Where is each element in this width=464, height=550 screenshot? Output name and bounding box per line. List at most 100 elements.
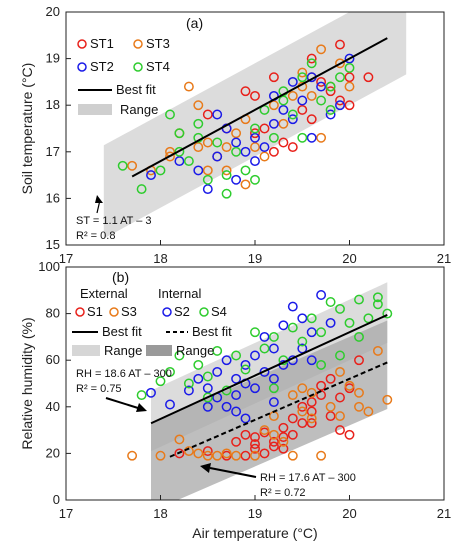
data-point-s2 (259, 366, 270, 377)
data-point-s3 (335, 411, 345, 422)
legend-marker-st2 (77, 62, 87, 72)
data-point-st4 (221, 170, 232, 181)
data-point-st4 (165, 109, 175, 120)
data-point-st3 (250, 142, 260, 153)
data-point-s3 (287, 390, 298, 401)
legend-marker-s2 (162, 307, 172, 317)
data-point-s4 (202, 392, 213, 403)
data-point-st4 (155, 165, 166, 176)
data-point-st3 (183, 81, 194, 92)
data-point-st3 (193, 100, 204, 111)
data-point-s3 (268, 429, 279, 440)
data-point-st2 (268, 118, 279, 129)
data-point-s1 (240, 429, 251, 440)
y-tick-label: 18 (46, 97, 60, 112)
data-point-st1 (335, 95, 345, 106)
data-point-st3 (127, 160, 138, 171)
annotation-arrowhead-1 (136, 403, 147, 412)
data-point-s2 (297, 313, 308, 324)
data-point-s1 (344, 429, 355, 440)
data-point-st2 (250, 132, 260, 143)
data-point-s4 (287, 322, 298, 333)
data-point-s2 (202, 401, 213, 412)
data-point-s1 (278, 443, 289, 454)
data-point-st1 (250, 90, 260, 101)
legend: External Internal S1 S3 S2 S4 Best fit B… (72, 286, 232, 358)
data-point-st2 (212, 109, 223, 120)
data-point-s4 (155, 376, 166, 387)
data-point-s4 (202, 371, 213, 382)
data-point-s2 (306, 355, 317, 366)
data-point-s1 (325, 373, 336, 384)
legend: ST1 ST3 ST2 ST4 Best fit Range (77, 36, 170, 117)
y-tick-label: 17 (46, 144, 60, 159)
data-point-s4 (344, 317, 355, 328)
data-point-s2 (240, 359, 251, 370)
data-point-st1 (325, 86, 336, 97)
annotation-arrowhead-2 (200, 463, 211, 473)
data-point-st4 (250, 123, 260, 134)
data-point-s2 (165, 399, 175, 410)
data-point-st3 (202, 137, 213, 148)
data-point-s3 (297, 406, 308, 417)
data-point-st3 (306, 90, 317, 101)
data-point-s2 (146, 387, 156, 398)
data-point-s4 (268, 331, 279, 342)
data-point-s3 (127, 450, 138, 461)
data-point-st3 (221, 165, 232, 176)
data-point-s2 (259, 331, 270, 342)
data-point-st4 (297, 72, 308, 83)
data-point-s4 (297, 336, 308, 347)
data-point-st3 (231, 128, 242, 139)
data-point-st2 (316, 81, 327, 92)
legend-label-s1: S1 (87, 304, 103, 319)
data-point-st1 (202, 109, 213, 120)
data-point-s3 (306, 413, 317, 424)
data-point-s3 (363, 406, 374, 417)
data-point-s1 (268, 441, 279, 452)
fit-equation: ST = 1.1 AT – 3 (76, 215, 152, 227)
panel-b: 0 20 40 60 80 100 17 18 19 20 21 (b) Relative humi… (19, 259, 451, 521)
best-fit-line (131, 37, 388, 178)
panel-a: 15 16 17 18 19 20 17 18 19 20 21 (a) Soil temperat… (19, 4, 451, 266)
x-tick-label: 18 (153, 506, 167, 521)
data-point-st2 (278, 104, 289, 115)
data-point-s3 (231, 450, 242, 461)
data-point-st4 (297, 132, 308, 143)
data-point-s2 (250, 350, 260, 361)
data-point-s2 (202, 383, 213, 394)
data-point-s1 (278, 432, 289, 443)
legend-label-st2: ST2 (90, 59, 114, 74)
data-point-s4 (268, 383, 279, 394)
fit-r-squared-1: R² = 0.75 (76, 383, 122, 395)
data-point-s2 (278, 320, 289, 331)
y-tick-label: 20 (46, 445, 60, 460)
data-point-s2 (325, 317, 336, 328)
data-point-st4 (325, 81, 336, 92)
data-point-s2 (268, 397, 279, 408)
data-point-s4 (259, 343, 270, 354)
data-point-s2 (306, 327, 317, 338)
legend-range-swatch-internal (146, 345, 172, 356)
x-tick-label: 21 (437, 506, 451, 521)
fit-r-squared: R² = 0.8 (76, 230, 115, 242)
best-fit-group (150, 313, 388, 458)
x-tick-label: 18 (153, 251, 167, 266)
legend-label-st1: ST1 (90, 36, 114, 51)
data-point-s4 (174, 350, 185, 361)
data-point-st2 (287, 76, 298, 87)
data-point-st2 (193, 165, 204, 176)
data-point-s3 (297, 383, 308, 394)
data-point-s1 (335, 425, 345, 436)
data-point-s2 (231, 373, 242, 384)
data-point-s4 (354, 331, 364, 342)
y-tick-label: 20 (46, 4, 60, 19)
data-point-st2 (212, 151, 223, 162)
data-point-s2 (268, 373, 279, 384)
best-fit-line-internal (150, 313, 388, 425)
data-point-s3 (221, 448, 232, 459)
data-point-s3 (372, 345, 383, 356)
data-point-s1 (354, 355, 364, 366)
data-point-st4 (287, 109, 298, 120)
data-point-s2 (250, 383, 260, 394)
